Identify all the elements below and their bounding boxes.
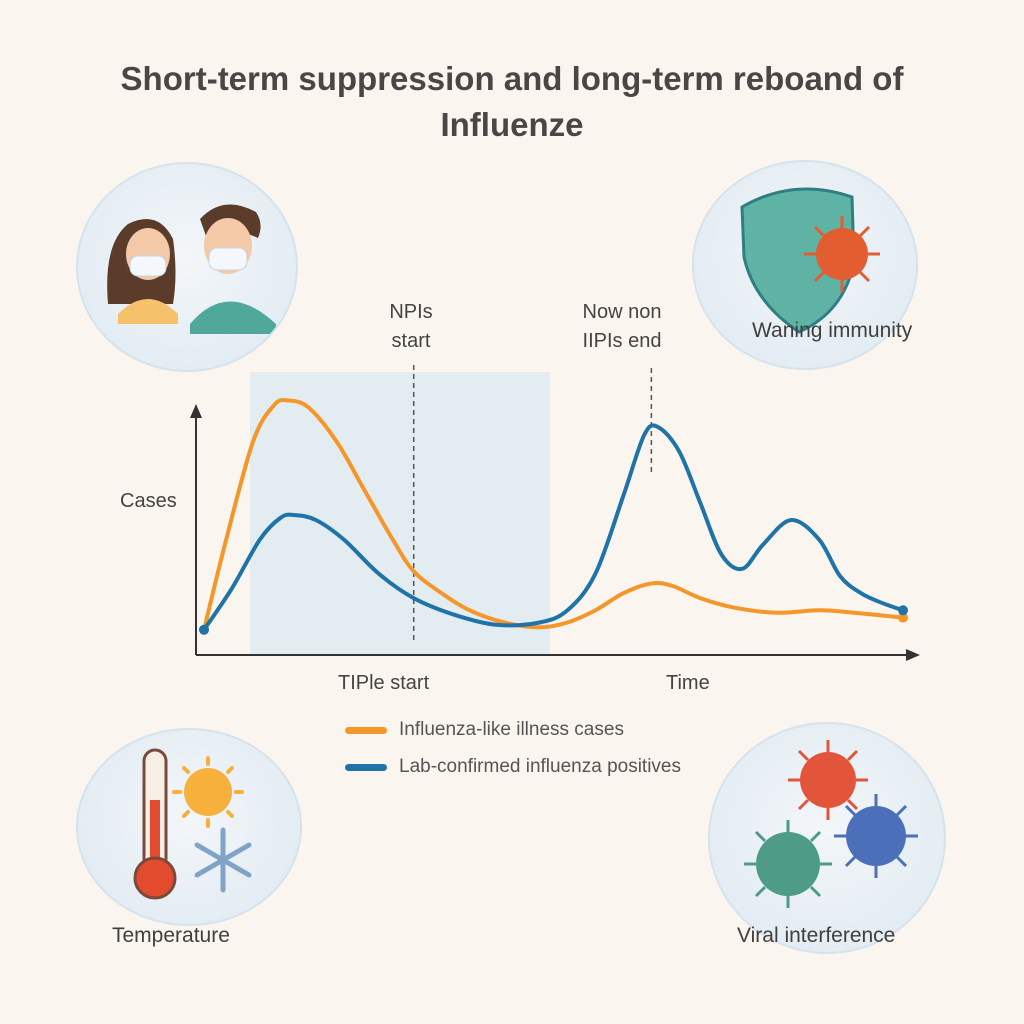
title-line-1: Short-term suppression and long-term reb… xyxy=(120,60,904,97)
legend-label-lab: Lab-confirmed influenza positives xyxy=(399,756,681,777)
x-marker-label: TIPle start xyxy=(338,672,430,694)
legend-swatch-lab xyxy=(345,763,387,771)
data-point-lab xyxy=(898,605,908,616)
viruses-icon xyxy=(744,740,918,908)
immunity-label: Waning immunity xyxy=(752,319,913,342)
legend-item-lab: Lab-confirmed influenza positives xyxy=(345,756,681,778)
temperature-label: Temperature xyxy=(112,924,230,947)
npi-end-label-line1: Now non xyxy=(583,301,662,323)
y-axis-label: Cases xyxy=(120,490,177,512)
legend-swatch-ili xyxy=(345,726,387,734)
series-line-ili xyxy=(202,397,905,632)
data-point-ili xyxy=(199,624,209,635)
y-axis-arrow xyxy=(190,404,202,418)
immunity-illustration xyxy=(692,160,918,370)
chart-title: Short-term suppression and long-term reb… xyxy=(0,56,1024,148)
npi-period-band xyxy=(250,372,550,654)
legend-item-ili: Influenza-like illness cases xyxy=(345,719,624,741)
x-axis-arrow xyxy=(906,649,920,661)
legend-label-ili: Influenza-like illness cases xyxy=(399,719,624,740)
thermometer-sun-snow-icon xyxy=(133,748,252,900)
masks-illustration xyxy=(76,162,298,372)
npi-end-label-line2: IIPIs end xyxy=(583,330,662,352)
npi-start-label-line1: NPIs xyxy=(389,301,432,323)
series-line-lab xyxy=(202,423,905,632)
viral-illustration xyxy=(708,722,946,954)
viral-label: Viral interference xyxy=(737,924,896,947)
masked-people-icon xyxy=(107,204,276,334)
title-line-2: Influenze xyxy=(440,106,584,143)
shield-virus-icon xyxy=(740,187,880,334)
x-axis-label: Time xyxy=(666,672,710,694)
data-point-lab xyxy=(199,624,209,635)
temperature-illustration xyxy=(76,728,302,926)
npi-start-label-line2: start xyxy=(392,330,431,352)
data-point-ili xyxy=(898,612,908,623)
